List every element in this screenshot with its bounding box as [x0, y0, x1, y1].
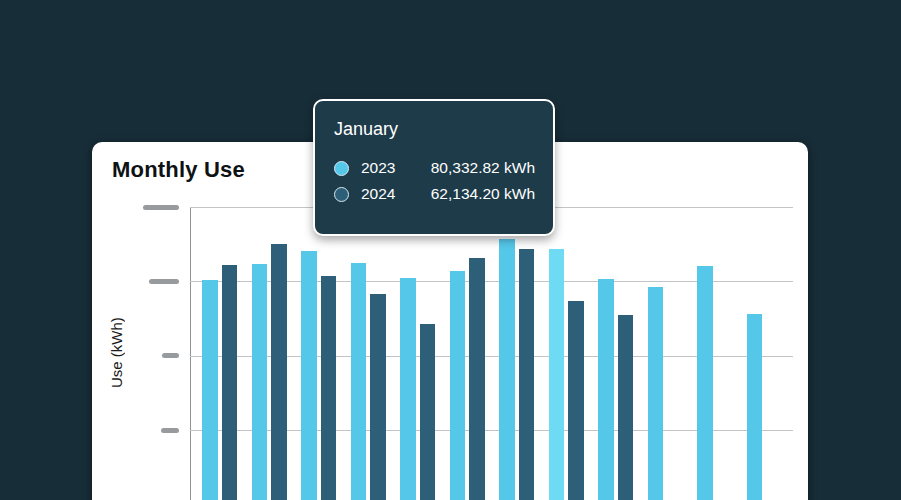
y-tick-label-redacted — [149, 279, 179, 284]
tooltip-month-title: January — [334, 119, 535, 140]
y-axis-line — [190, 207, 191, 500]
bar-2023-may[interactable] — [400, 278, 416, 500]
bar-2024-jan[interactable] — [222, 265, 238, 500]
bar-2024-apr[interactable] — [370, 294, 386, 500]
plot-area — [190, 207, 793, 500]
bar-2023-mar[interactable] — [301, 251, 317, 500]
tooltip-row-2023: 2023 80,332.82 kWh — [334, 155, 535, 181]
bar-2023-sep[interactable] — [598, 279, 614, 500]
legend-swatch-2023 — [334, 161, 349, 176]
bar-2023-aug[interactable] — [549, 249, 565, 500]
tooltip-row-2024: 2024 62,134.20 kWh — [334, 181, 535, 207]
y-tick-label-redacted — [143, 205, 179, 210]
bar-2024-feb[interactable] — [271, 244, 287, 500]
bar-2024-sep[interactable] — [618, 315, 634, 500]
bar-2023-jun[interactable] — [450, 271, 466, 500]
bar-2023-nov[interactable] — [697, 266, 713, 500]
bar-2023-oct[interactable] — [648, 287, 664, 500]
tooltip-value-2023: 80,332.82 kWh — [431, 159, 535, 177]
y-tick-label-redacted — [162, 353, 179, 358]
bar-2024-aug[interactable] — [568, 301, 584, 500]
bar-2023-apr[interactable] — [351, 263, 367, 500]
bar-2023-feb[interactable] — [252, 264, 268, 500]
y-tick-label-redacted — [161, 428, 179, 433]
bar-2023-jan[interactable] — [202, 280, 218, 500]
bar-2023-jul[interactable] — [499, 239, 515, 500]
bar-2024-jun[interactable] — [469, 258, 485, 500]
legend-swatch-2024 — [334, 187, 349, 202]
tooltip-year-2023: 2023 — [361, 159, 419, 177]
card-title: Monthly Use — [112, 157, 245, 183]
bar-2024-jul[interactable] — [519, 249, 535, 500]
bar-2024-mar[interactable] — [321, 276, 337, 500]
bar-2023-dec[interactable] — [747, 314, 763, 500]
y-axis-label: Use (kWh) — [108, 257, 130, 449]
bar-2024-may[interactable] — [420, 324, 436, 500]
chart-tooltip: January 2023 80,332.82 kWh 2024 62,134.2… — [313, 99, 555, 236]
tooltip-value-2024: 62,134.20 kWh — [431, 185, 535, 203]
tooltip-year-2024: 2024 — [361, 185, 419, 203]
